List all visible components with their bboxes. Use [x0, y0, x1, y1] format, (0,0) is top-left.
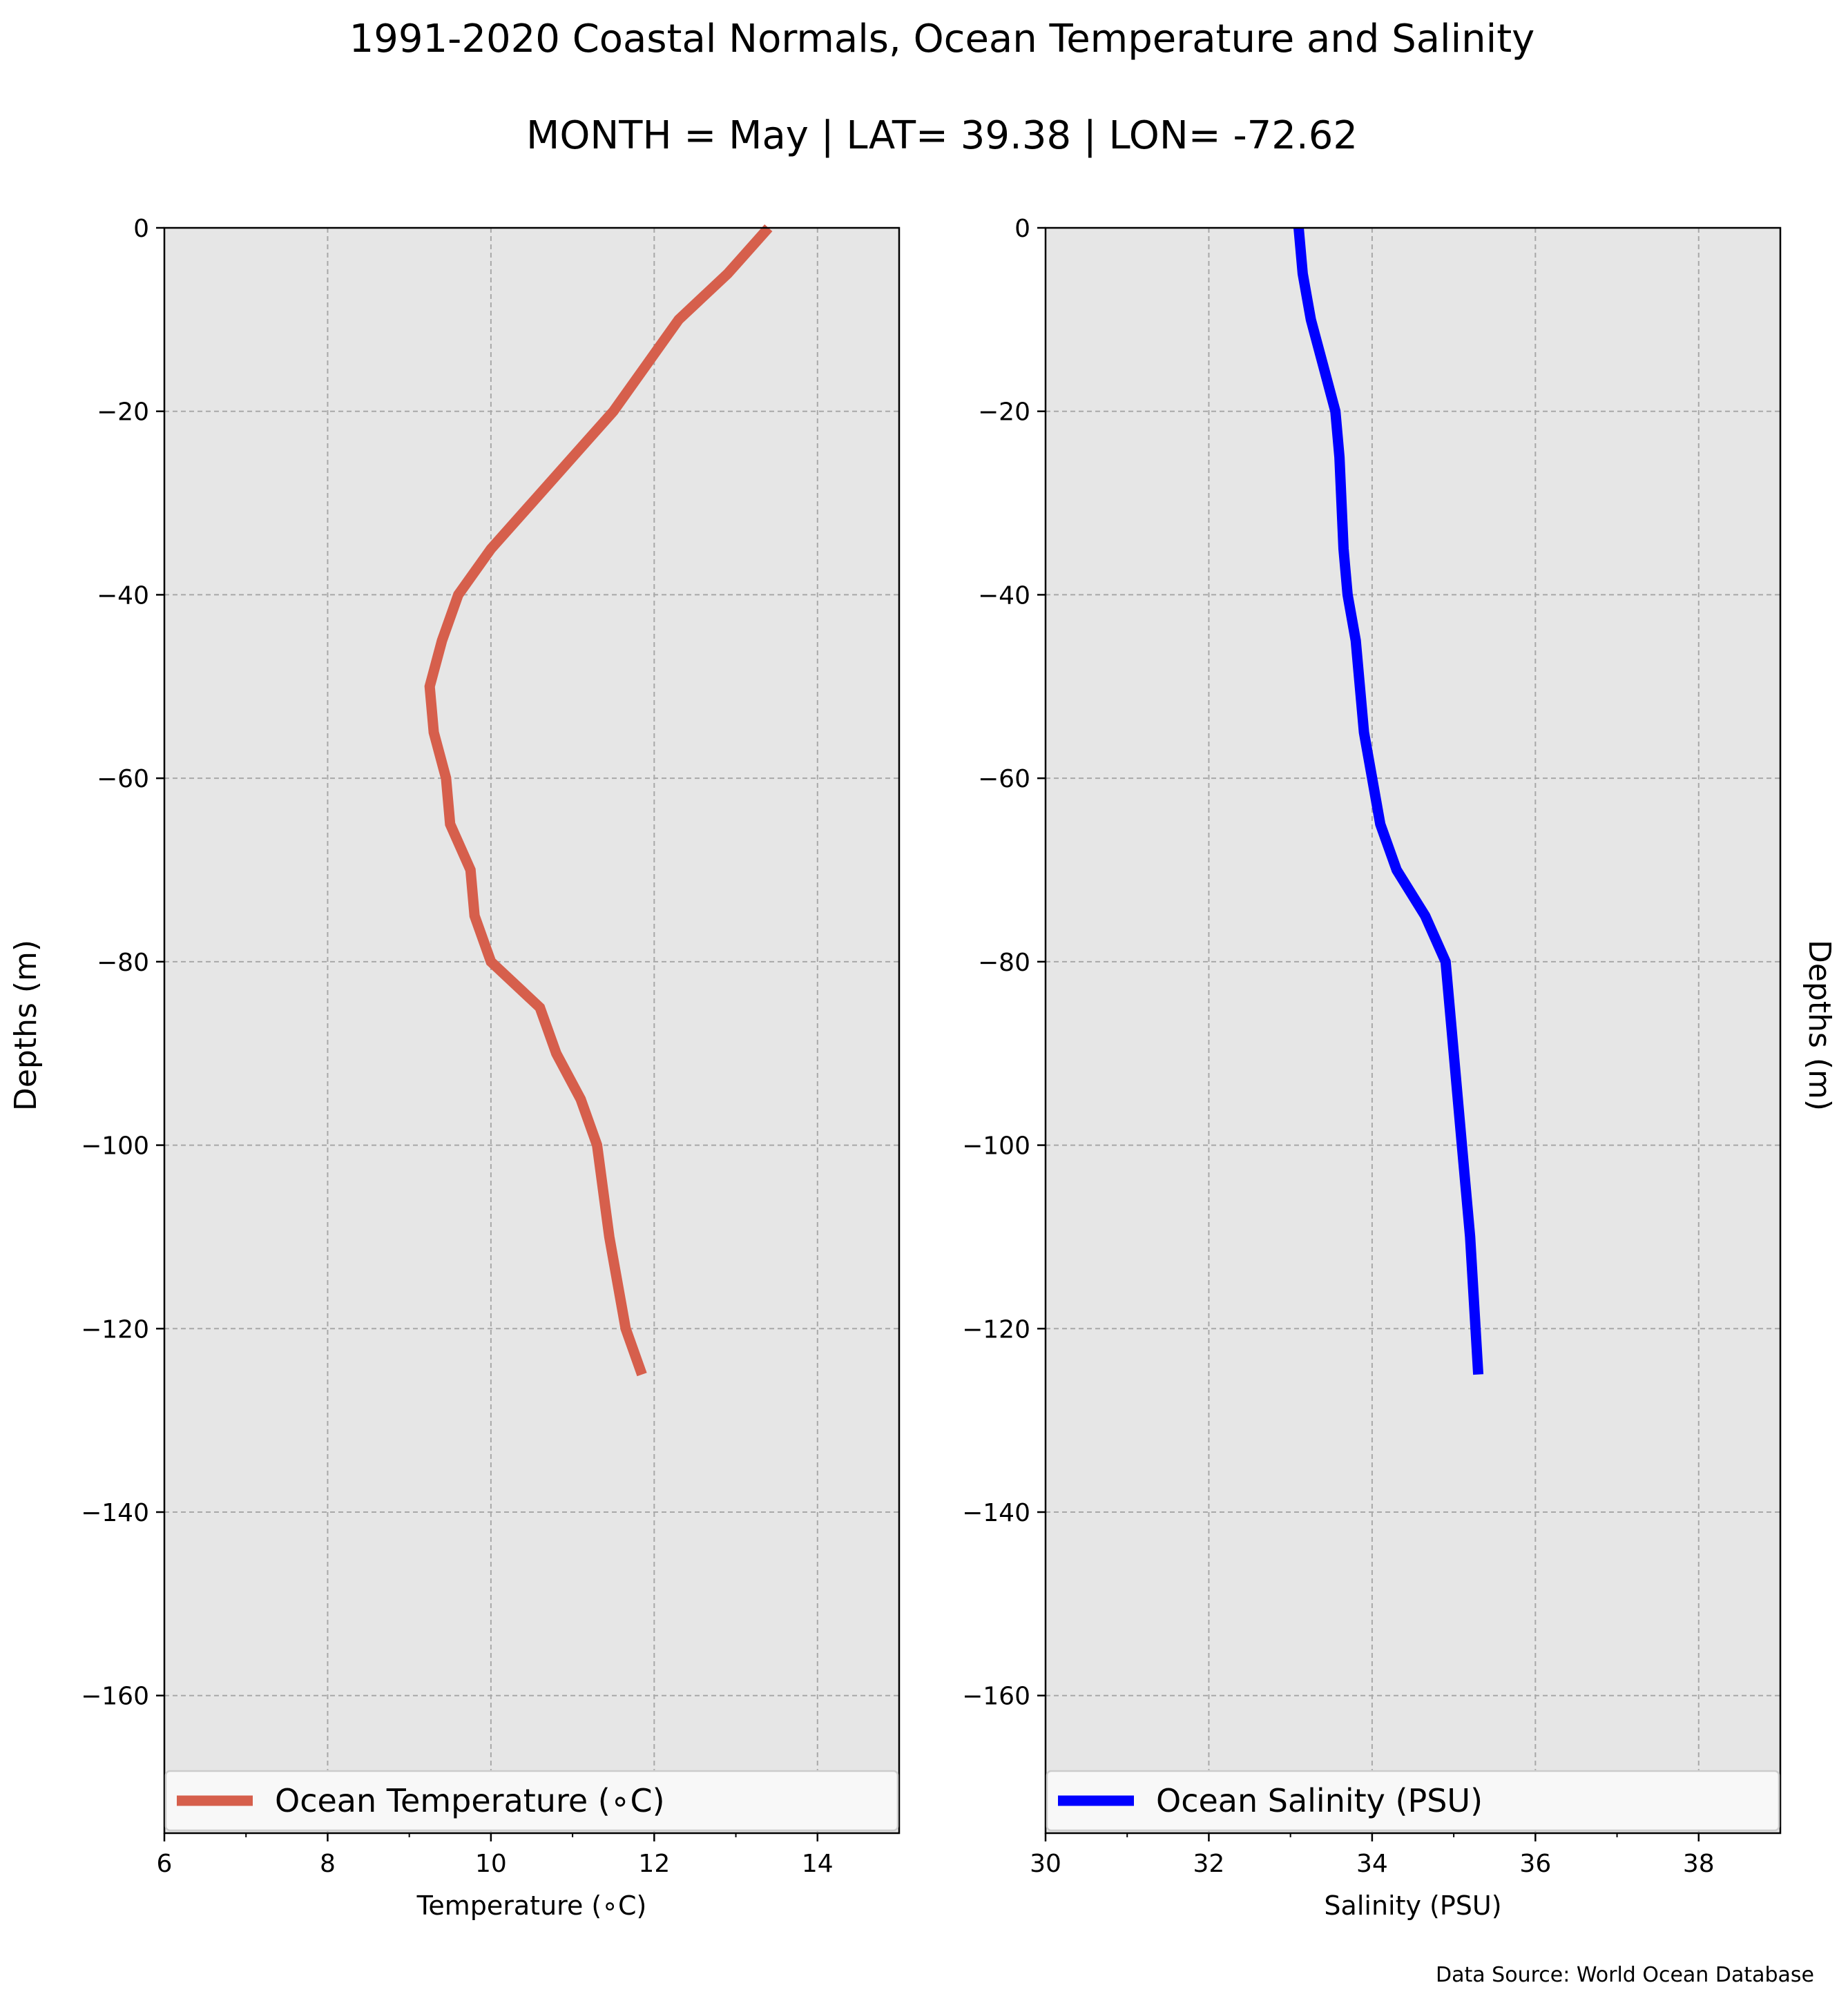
temperature-y-tick-label: −80 — [97, 949, 149, 977]
salinity-y-tick-label: −160 — [962, 1683, 1030, 1711]
salinity-legend-label: Ocean Salinity (PSU) — [1156, 1782, 1483, 1819]
temperature-series-line — [424, 224, 773, 1377]
temperature-axes-frame — [163, 226, 901, 1835]
right-y-axis-label: Depths (m) — [1802, 940, 1837, 1111]
temperature-y-tick-label: −60 — [97, 765, 149, 793]
salinity-y-tick-label: −40 — [978, 581, 1030, 610]
salinity-y-tick-label: −60 — [978, 765, 1030, 793]
left-y-axis-label: Depths (m) — [8, 940, 44, 1111]
temperature-x-tick-label: 14 — [802, 1850, 834, 1878]
salinity-plot-area — [1046, 228, 1780, 1833]
temperature-y-tick-label: −20 — [97, 398, 149, 427]
figure-title: 1991-2020 Coastal Normals, Ocean Tempera… — [349, 17, 1535, 61]
salinity-x-axis-label: Salinity (PSU) — [1324, 1890, 1501, 1921]
salinity-y-tick-label: −80 — [978, 949, 1030, 977]
salinity-y-tick-label: −20 — [978, 398, 1030, 427]
temperature-x-tick-label: 10 — [475, 1850, 507, 1878]
temperature-y-tick-label: −160 — [81, 1683, 149, 1711]
salinity-x-tick-label: 34 — [1356, 1850, 1388, 1878]
temperature-panel: 6 8 10 12 14 0 −20 −40 −60 −80 −100 −120 −140 −160 Tem… — [81, 215, 901, 1921]
temperature-x-axis-label: Temperature (∘C) — [416, 1890, 647, 1921]
salinity-y-tick-label: 0 — [1014, 215, 1030, 243]
salinity-y-tick-label: −120 — [962, 1315, 1030, 1344]
temperature-legend-box — [164, 1770, 899, 1832]
salinity-axes-frame — [1044, 226, 1782, 1835]
salinity-legend-box — [1046, 1770, 1780, 1832]
salinity-x-tick-label: 30 — [1030, 1850, 1061, 1878]
temperature-y-tick-label: 0 — [133, 215, 149, 243]
salinity-x-tick-label: 36 — [1519, 1850, 1551, 1878]
temperature-x-tick-label: 12 — [638, 1850, 670, 1878]
salinity-panel: 30 32 34 36 38 0 −20 −40 −60 −80 −100 −120 −140 −160 S… — [962, 215, 1782, 1921]
salinity-y-tick-label: −100 — [962, 1132, 1030, 1161]
temperature-legend-label: Ocean Temperature (∘C) — [275, 1782, 665, 1819]
temperature-y-tick-label: −40 — [97, 581, 149, 610]
data-source-note: Data Source: World Ocean Database — [1436, 1963, 1814, 1987]
temperature-y-tick-label: −120 — [81, 1315, 149, 1344]
temperature-x-tick-label: 6 — [157, 1850, 173, 1878]
salinity-x-tick-label: 38 — [1683, 1850, 1715, 1878]
temperature-plot-area — [164, 228, 899, 1833]
figure-subtitle: MONTH = May | LAT= 39.38 | LON= -72.62 — [526, 113, 1358, 158]
temperature-y-tick-label: −140 — [81, 1499, 149, 1527]
salinity-x-tick-label: 32 — [1193, 1850, 1225, 1878]
salinity-y-tick-label: −140 — [962, 1499, 1030, 1527]
temperature-y-tick-label: −100 — [81, 1132, 149, 1161]
temperature-x-tick-label: 8 — [320, 1850, 336, 1878]
salinity-series-line — [1293, 227, 1484, 1375]
